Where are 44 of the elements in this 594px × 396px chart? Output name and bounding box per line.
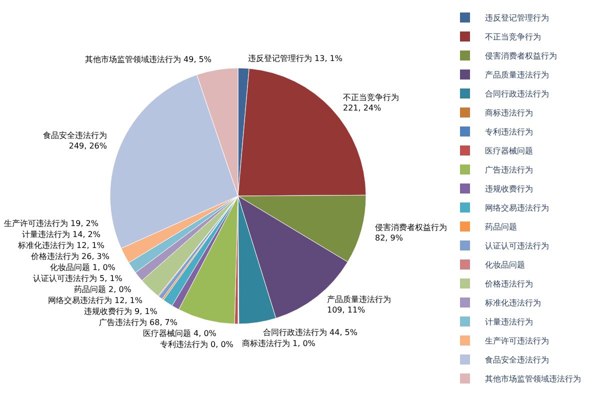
legend-label: 生产许可违法行为 — [485, 336, 549, 346]
category-label: 认证认可违法行为 5, 1% — [33, 274, 122, 283]
category-label: 违规收费行为 9, 1% — [84, 307, 158, 316]
legend-label: 不正当竞争行为 — [485, 32, 541, 42]
slice-label: 不正当竞争行为 — [343, 93, 399, 102]
category-label: 药品问题 2, 0% — [74, 285, 132, 294]
legend-label: 药品问题 — [485, 222, 517, 232]
data-label: 221, 24% — [343, 103, 382, 112]
category-label: 商标违法行为 1, 0% — [242, 339, 316, 348]
slice-label: 侵害消费者权益行为 — [375, 223, 447, 232]
legend-label: 广告违法行为 — [485, 166, 533, 175]
legend-label: 违反登记管理行为 — [485, 14, 549, 23]
legend-label: 食品安全违法行为 — [485, 356, 549, 365]
legend-label: 商标违法行为 — [485, 108, 533, 118]
category-label: 医疗器械问题 4, 0% — [143, 329, 216, 338]
legend-label: 产品质量违法行为 — [485, 70, 549, 80]
data-label: 249, 26% — [68, 141, 108, 150]
category-label: 合同行政违法行为 44, 5% — [263, 328, 358, 337]
data-label: 109, 11% — [327, 305, 366, 314]
category-label: 网络交易违法行为 12, 1% — [48, 296, 142, 305]
category-label: 生产许可违法行为 19, 2% — [4, 219, 98, 228]
slice-label: 产品质量违法行为 — [327, 295, 391, 304]
category-label: 化妆品问题 1, 0% — [50, 263, 116, 272]
legend-label: 标准化违法行为 — [484, 298, 541, 308]
legend-label: 计量违法行为 — [485, 318, 533, 327]
category-label: 广告违法行为 68, 7% — [99, 318, 178, 327]
legend-label: 专利违法行为 — [485, 128, 533, 137]
data-label: 82, 9% — [375, 233, 404, 242]
category-label: 专利违法行为 0, 0% — [160, 340, 234, 349]
legend-label: 网络交易违法行为 — [485, 204, 549, 213]
category-label: 其他市场监管领域违法行为 49, 5% — [85, 55, 212, 64]
legend-label: 化妆品问题 — [485, 260, 525, 270]
category-label: 标准化违法行为 12, 1% — [18, 241, 104, 250]
category-label: 价格违法行为 26, 3% — [31, 252, 110, 261]
legend-label: 其他市场监管领域违法行为 — [485, 374, 581, 384]
slice-label: 食品安全违法行为 — [43, 131, 107, 140]
category-label: 违反登记管理行为 13, 1% — [248, 54, 342, 63]
legend-label: 合同行政违法行为 — [485, 90, 549, 99]
legend-label: 价格违法行为 — [484, 280, 533, 289]
legend-label: 侵害消费者权益行为 — [485, 52, 557, 61]
legend-label: 违规收费行为 — [485, 184, 533, 194]
legend-label: 认证认可违法行为 — [485, 242, 549, 251]
legend-label: 医疗器械问题 — [485, 146, 533, 156]
category-label: 计量违法行为 14, 2% — [22, 230, 100, 239]
